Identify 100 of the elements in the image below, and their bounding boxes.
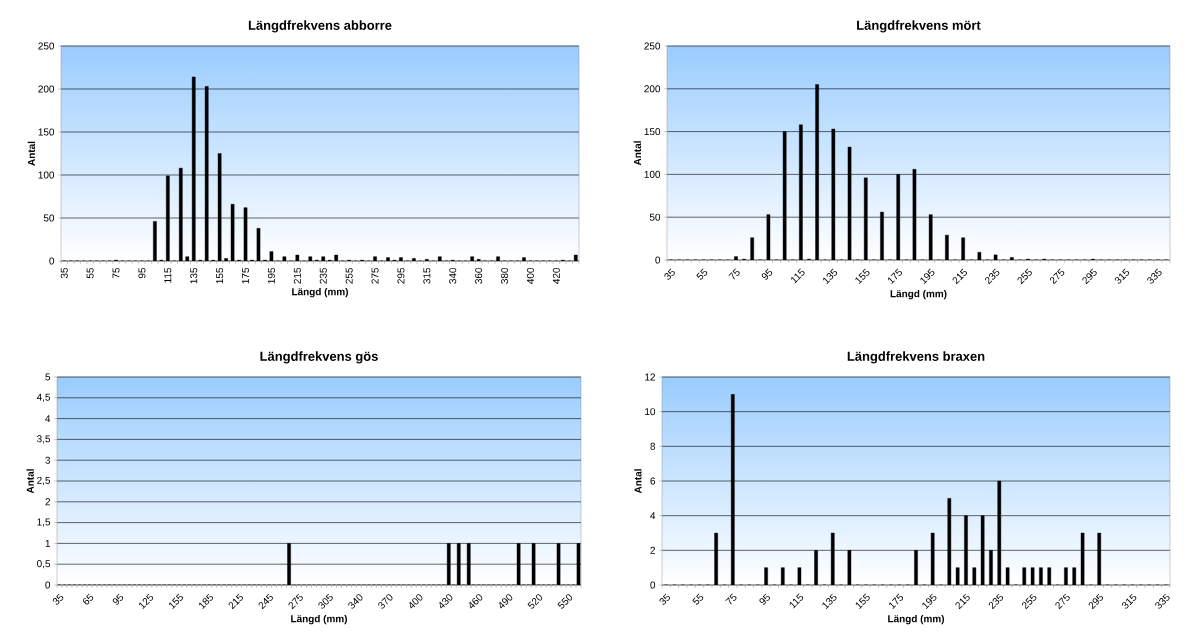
y-tick-label: 250 [644,42,661,50]
y-tick-label: 8 [650,442,656,450]
chart-title: Längdfrekvens braxen [847,351,985,364]
x-tick-label: 135 [823,268,838,285]
y-tick-label: 2,5 [37,476,51,486]
bar [153,221,157,261]
x-tick-label: 315 [1114,268,1130,284]
y-tick-label: 200 [644,85,661,93]
x-tick-label: 380 [501,267,509,284]
bar [961,237,965,260]
x-tick-label: 195 [920,268,935,285]
bar [496,256,500,261]
y-tick-label: 50 [649,213,661,221]
x-tick-label: 55 [696,268,708,280]
x-tick-label: 315 [423,267,431,284]
x-tick-label: 255 [345,267,353,284]
x-tick-label: 95 [759,593,770,605]
x-tick-label: 115 [791,268,805,284]
x-tick-label: 35 [659,593,670,605]
x-tick-label: 95 [138,267,146,279]
y-tick-label: 100 [644,170,661,178]
x-tick-label: 235 [319,267,327,284]
x-tick-label: 155 [168,593,183,610]
x-tick-label: 175 [889,593,904,610]
y-axis-title: Antal [634,469,642,494]
x-tick-label: 275 [1049,268,1065,285]
x-tick-label: 135 [822,593,837,610]
x-tick-label: 175 [242,267,250,284]
x-tick-label: 115 [164,267,172,283]
bar [412,258,416,261]
x-tick-label: 295 [397,267,405,284]
x-tick-label: 185 [198,593,213,610]
bar [1010,257,1014,260]
x-tick-label: 195 [922,593,937,610]
x-tick-label: 245 [258,593,273,610]
y-tick-label: 0 [655,256,661,264]
x-tick-label: 335 [1155,593,1170,609]
bar [977,252,982,260]
x-tick-label: 115 [789,593,804,609]
bar [522,257,526,261]
x-tick-label: 255 [1022,593,1037,610]
x-tick-label: 155 [855,268,870,285]
x-tick-label: 215 [952,268,967,285]
bar [308,256,313,261]
x-tick-label: 95 [112,593,124,605]
y-tick-label: 4,5 [36,393,51,402]
chart-title: Längdfrekvens mört [857,20,981,33]
x-tick-label: 75 [112,267,120,279]
x-tick-label: 125 [139,593,154,610]
x-tick-label: 460 [469,594,483,609]
x-tick-label: 215 [955,593,970,610]
x-tick-label: 400 [409,594,423,609]
y-tick-label: 150 [38,128,55,136]
y-tick-label: 2 [650,546,655,554]
x-tick-label: 65 [83,593,94,605]
chart-title: Längdfrekvens gös [260,351,378,364]
x-tick-label: 370 [378,594,393,609]
bar [437,256,442,261]
y-tick-label: 100 [38,171,55,179]
y-tick-label: 12 [645,373,655,381]
y-tick-label: 200 [38,85,55,93]
y-tick-label: 1 [45,539,50,547]
x-tick-label: 55 [86,267,94,279]
bar [373,256,377,261]
y-tick-label: 4 [650,512,656,520]
x-tick-label: 155 [216,267,224,284]
bar [269,251,274,261]
x-tick-label: 490 [499,594,513,609]
chart-title: Längdfrekvens abborre [248,20,392,33]
bar [399,257,403,261]
bar [993,254,998,260]
bar [224,258,228,261]
x-tick-label: 95 [761,268,773,280]
bar [256,228,261,261]
x-tick-label: 340 [449,267,457,284]
bar [734,256,738,260]
x-tick-label: 360 [475,267,483,284]
bar [750,237,754,260]
x-tick-label: 520 [527,594,543,609]
y-axis-title: Antal [633,141,642,166]
x-tick-label: 275 [371,267,379,284]
x-tick-label: 175 [887,268,902,285]
x-axis-title: Längd (mm) [888,614,945,625]
x-tick-label: 430 [439,594,453,609]
y-tick-label: 2 [45,498,50,506]
bar [282,256,287,261]
x-tick-label: 335 [1147,268,1162,284]
y-tick-label: 4 [45,415,51,423]
bar [321,256,326,261]
x-tick-label: 400 [526,267,534,284]
y-tick-label: 50 [43,214,55,222]
y-tick-label: 10 [645,408,656,416]
x-axis-title: Längd (mm) [292,287,348,298]
y-tick-label: 150 [644,128,661,136]
bar [295,254,300,261]
y-tick-label: 250 [38,42,55,50]
y-tick-label: 0,5 [37,560,51,569]
x-tick-label: 35 [664,268,675,280]
bar [470,256,474,261]
x-tick-label: 275 [1055,593,1070,610]
